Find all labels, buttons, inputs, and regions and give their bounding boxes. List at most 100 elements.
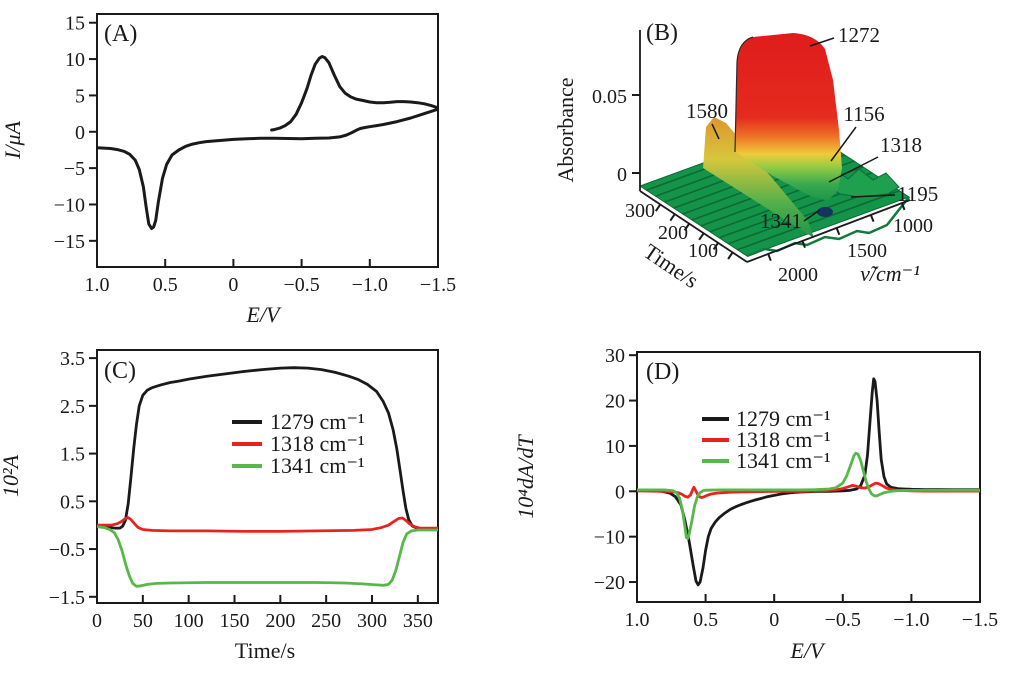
y-tick-label: 10 <box>65 49 85 71</box>
x-axis-label: E/V <box>246 302 283 327</box>
x-tick-label: 1.0 <box>85 274 110 296</box>
y-tick-label: 3.5 <box>60 348 85 370</box>
time-tick-label: 300 <box>625 200 655 222</box>
y-tick-label: −15 <box>54 231 85 253</box>
band-annotation-1580: 1580 <box>686 99 728 123</box>
x-tick-label: 1.0 <box>625 609 650 631</box>
panel-d-chart: 1.0 0.5 0 −0.5 −1.0 −1.5 30 20 10 0 −10 −20 1279 cm⁻… <box>513 345 998 663</box>
x-tick-label: 350 <box>403 610 433 632</box>
x-tick-label: −1.0 <box>352 274 388 296</box>
x-tick-label: 100 <box>174 610 204 632</box>
wavenumber-axis-label: ν̃/cm⁻¹ <box>860 261 920 286</box>
annotation-leader-line <box>809 37 835 47</box>
band-1341-negative-blob <box>817 207 833 217</box>
x-tick-label: 200 <box>265 610 295 632</box>
y-tick-label: −5 <box>64 158 85 180</box>
band-annotation-1318: 1318 <box>880 133 922 157</box>
wavenumber-tick-label: 1000 <box>893 215 933 237</box>
wavenumber-tick-label: 2000 <box>778 264 818 286</box>
time-axis-tick <box>654 203 662 212</box>
legend-label: 1341 cm⁻¹ <box>270 453 365 478</box>
y-tick-label: −20 <box>594 572 625 594</box>
plot-frame <box>636 351 981 603</box>
panel-b-3d-ftir-surface: 0.05 0 300 200 100 Time/s 2000 1500 1000 ν̃/cm⁻¹ A… <box>507 0 1015 330</box>
x-tick-label: 150 <box>220 610 250 632</box>
y-tick-label: 0.5 <box>60 491 85 513</box>
y-axis-label: 10⁴dA/dT <box>513 434 538 519</box>
series-line-1318-cm- <box>97 516 438 533</box>
panel-label: (D) <box>646 359 679 385</box>
time-axis-tick <box>727 251 734 260</box>
small-bands-bumps <box>828 168 900 198</box>
series-line-1341-cm- <box>97 525 438 588</box>
x-axis-label: E/V <box>790 638 827 663</box>
series-line-CV-scan <box>97 55 438 230</box>
y-tick-label: 30 <box>605 345 625 367</box>
wavenumber-tick-label: 1500 <box>847 240 887 262</box>
wavenumber-axis-tick <box>900 202 906 211</box>
y-tick-label: 0 <box>615 481 625 503</box>
annotation-leader-line <box>828 156 879 183</box>
legend-label: 1341 cm⁻¹ <box>736 448 831 473</box>
panel-c-chart: 0 50 100 150 200 250 300 350 3.5 2.5 1.5 0.5 −0.5 −1.… <box>0 348 439 663</box>
annotation-leader-line <box>850 194 896 198</box>
plot-frame <box>96 349 439 604</box>
x-tick-label: −0.5 <box>283 274 319 296</box>
y-tick-label: −0.5 <box>49 539 85 561</box>
x-tick-label: 250 <box>311 610 341 632</box>
y-tick-label: 5 <box>75 85 85 107</box>
time-axis-tick <box>698 232 705 241</box>
legend-label: 1279 cm⁻¹ <box>270 409 365 434</box>
time-axis-tick <box>683 223 691 231</box>
absorbance-axis-label: Absorbance <box>553 77 578 182</box>
series-line-1318-cm- <box>637 481 980 499</box>
surface-mesh-line <box>737 189 900 251</box>
annotation-leader-line <box>830 126 857 162</box>
annotation-leader-line <box>803 209 821 222</box>
x-tick-label: 0 <box>228 274 238 296</box>
legend-label: 1279 cm⁻¹ <box>736 406 831 431</box>
x-tick-label: 50 <box>133 610 153 632</box>
panel-a-cyclic-voltammogram: 1.0 0.5 0 −0.5 −1.0 −1.5 15 10 5 0 −5 −10 −15 (A) E/V I… <box>0 0 507 330</box>
wavenumber-axis <box>746 199 911 263</box>
panel-label: (C) <box>104 358 136 384</box>
z-tick-label: 0.05 <box>592 86 627 108</box>
surface-front-edge <box>746 196 910 258</box>
y-tick-label: −1.5 <box>49 587 85 609</box>
y-axis-label: 10²A <box>0 454 23 497</box>
legend-label: 1318 cm⁻¹ <box>736 427 831 452</box>
series-line-1279-cm- <box>97 366 438 531</box>
band-annotation-1341: 1341 <box>760 209 802 233</box>
annotation-leader-line <box>711 123 720 140</box>
time-axis <box>639 190 748 263</box>
time-tick-label: 200 <box>658 222 688 244</box>
band-annotation-1195: 1195 <box>897 182 938 206</box>
plot-frame <box>96 13 439 268</box>
y-tick-label: 2.5 <box>60 396 85 418</box>
time-axis-tick <box>712 242 719 250</box>
wavenumber-axis-tick <box>801 240 806 249</box>
series-line-1341-cm- <box>637 451 980 540</box>
panel-label: (A) <box>104 21 137 47</box>
wavenumber-axis-tick <box>767 253 772 262</box>
x-tick-label: −1.5 <box>962 609 998 631</box>
time-axis-tick <box>669 213 676 222</box>
x-axis-label: Time/s <box>235 638 295 663</box>
legend-label: 1318 cm⁻¹ <box>270 431 365 456</box>
x-tick-label: 0.5 <box>153 274 178 296</box>
band-annotation-1272: 1272 <box>838 23 880 47</box>
y-tick-label: 0 <box>75 122 85 144</box>
x-tick-label: −0.5 <box>825 609 861 631</box>
panel-c-absorbance-transients: 0 50 100 150 200 250 300 350 3.5 2.5 1.5 0.5 −0.5 −1.… <box>0 330 507 677</box>
y-tick-label: 20 <box>605 391 625 413</box>
panel-a-chart: 1.0 0.5 0 −0.5 −1.0 −1.5 15 10 5 0 −5 −10 −15 (A) E/V I… <box>0 13 456 327</box>
band-1580-ridge <box>703 117 814 238</box>
x-tick-label: 0 <box>769 609 779 631</box>
y-tick-label: −10 <box>54 194 85 216</box>
panel-d-derivative-plot: 1.0 0.5 0 −0.5 −1.0 −1.5 30 20 10 0 −10 −20 1279 cm⁻… <box>507 330 1015 677</box>
time-tick-label: 100 <box>688 240 718 262</box>
x-tick-label: −1.0 <box>893 609 929 631</box>
wavenumber-axis-tick <box>869 214 875 223</box>
